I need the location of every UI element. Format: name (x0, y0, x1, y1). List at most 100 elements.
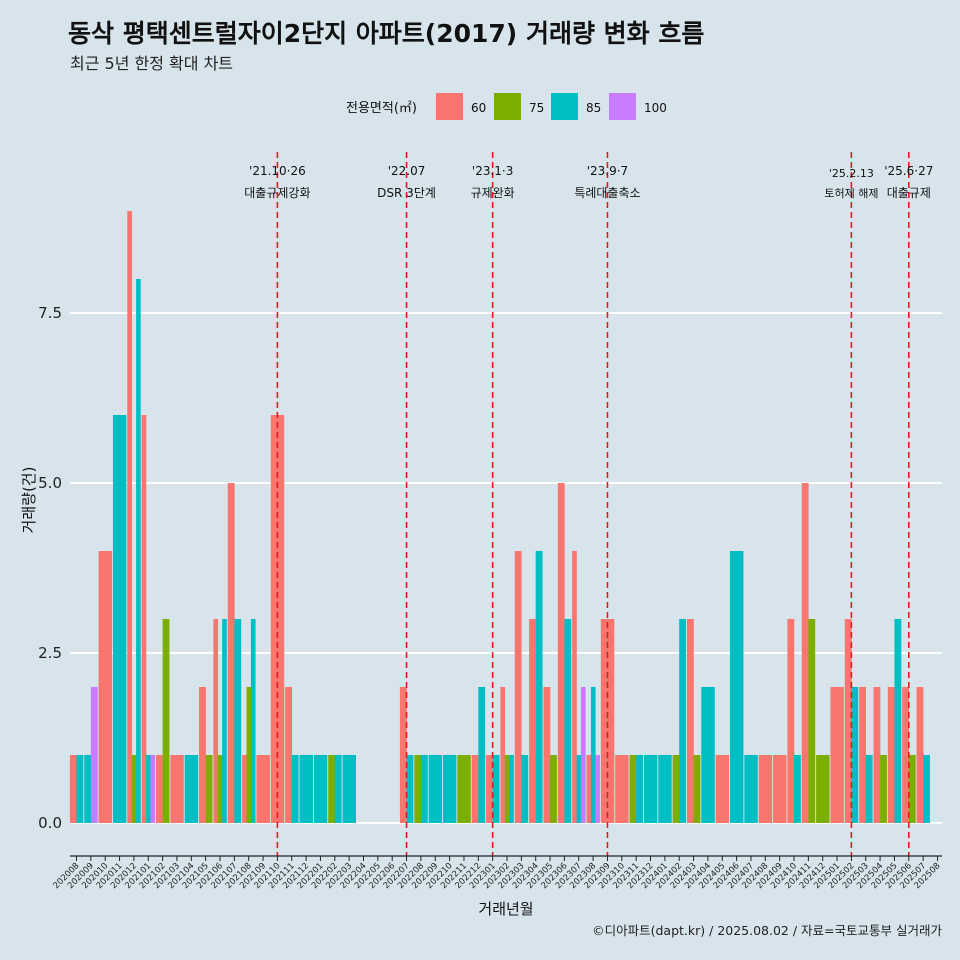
bar-202503-85 (865, 755, 873, 823)
legend: 전용면적(㎡) 60 75 85 100 (346, 93, 667, 120)
bar-202505-85 (894, 619, 902, 823)
y-tick-label: 7.5 (38, 304, 62, 322)
bar-202202-75 (328, 755, 336, 823)
bar-202405-60 (715, 755, 730, 823)
x-axis: 2020082020092020102020112020122021012021… (52, 855, 943, 891)
bar-202403-60 (686, 619, 694, 823)
bar-202507-85 (923, 755, 930, 823)
bar-202201-85 (313, 755, 328, 823)
annotation-label: 특례대출축소 (574, 186, 640, 200)
bar-202308-60 (586, 755, 592, 823)
y-tick-label: 0.0 (38, 814, 62, 832)
bar-202008-60 (69, 755, 77, 823)
bar-202301-85 (492, 755, 500, 823)
bar-202108-75 (246, 687, 252, 823)
bar-202402-85 (679, 619, 687, 823)
legend-label-60: 60 (471, 101, 486, 115)
bar-202110-60 (270, 415, 285, 823)
bar-202011-85 (112, 415, 127, 823)
y-tick-label: 2.5 (38, 644, 62, 662)
bar-202312-85 (643, 755, 658, 823)
chart-title: 동삭 평택센트럴자이2단지 아파트(2017) 거래량 변화 흐름 (68, 19, 704, 48)
bar-202302-75 (504, 755, 510, 823)
chart-subtitle: 최근 5년 한정 확대 차트 (70, 54, 233, 73)
bar-202407-85 (744, 755, 758, 823)
annotation-date: '23.1·3 (472, 164, 513, 178)
bar-202304-60 (529, 619, 536, 823)
legend-swatch-100 (609, 93, 636, 120)
bar-202504-75 (880, 755, 887, 823)
bar-202012-60 (127, 211, 132, 823)
y-tick-label: 5.0 (38, 474, 62, 492)
bar-202010-60 (98, 551, 113, 823)
bar-202102-75 (162, 619, 170, 823)
bar-202303-60 (514, 551, 522, 823)
bar-202212-85 (478, 687, 486, 823)
bar-202008-85 (76, 755, 84, 823)
bar-202111-60 (285, 687, 292, 823)
bar-202411-60 (801, 483, 809, 823)
bar-202411-75 (808, 619, 816, 823)
bar-202306-60 (557, 483, 565, 823)
y-axis-title: 거래량(건) (20, 467, 38, 534)
bar-202410-60 (787, 619, 795, 823)
bar-202305-60 (543, 687, 551, 823)
legend-label-100: 100 (644, 101, 667, 115)
bar-202106-60 (213, 619, 219, 823)
annotation-label: 토허제 해제 (824, 186, 878, 200)
bar-202108-85 (250, 619, 256, 823)
bar-202203-85 (342, 755, 356, 823)
bar-202410-85 (794, 755, 801, 823)
bar-202101-60 (141, 415, 147, 823)
bar-202401-85 (658, 755, 672, 823)
annotation-date: '22.07 (388, 164, 426, 178)
bar-202107-60 (227, 483, 235, 823)
annotation-date: '23.9·7 (587, 164, 628, 178)
bar-202207-60 (399, 687, 407, 823)
bar-202302-85 (509, 755, 514, 823)
bar-202503-60 (859, 687, 866, 823)
bar-202208-75 (414, 755, 422, 823)
annotation-label: 규제완화 (471, 186, 515, 200)
annotation-label: 대출규제 (887, 186, 931, 200)
annotations: '21.10·26 대출규제강화 '22.07 DSR 3단계 '23.1·3 규제완화 '… (244, 152, 933, 856)
bar-202012-75 (131, 755, 137, 823)
bar-202107-85 (234, 619, 242, 823)
bar-202211-75 (457, 755, 471, 823)
bar-202505-60 (887, 687, 895, 823)
bar-202108-60 (242, 755, 247, 823)
bar-202308-85 (590, 687, 596, 823)
legend-swatch-75 (494, 93, 521, 120)
bar-202404-85 (701, 687, 715, 823)
bar-202104-85 (184, 755, 199, 823)
annotation-label: 대출규제강화 (244, 186, 310, 200)
bar-202009-85 (84, 755, 92, 823)
bar-202403-75 (693, 755, 701, 823)
bar-202106-75 (217, 755, 223, 823)
legend-swatch-60 (436, 93, 463, 120)
annotation-date: '21.10·26 (249, 164, 306, 178)
bar-202105-75 (205, 755, 213, 823)
bar-202501-60 (830, 687, 844, 823)
legend-title: 전용면적(㎡) (346, 101, 417, 116)
bar-202406-85 (730, 551, 744, 823)
bar-202109-60 (256, 755, 270, 823)
bar-202207-85 (406, 755, 414, 823)
caption: ©디아파트(dapt.kr) / 2025.08.02 / 자료=국토교통부 실… (592, 923, 942, 938)
bar-202307-85 (576, 755, 582, 823)
annotation-date: '25.6·27 (884, 164, 933, 178)
bar-202111-85 (291, 755, 299, 823)
bar-202311-85 (636, 755, 643, 823)
bar-202506-75 (908, 755, 916, 823)
bar-202408-60 (758, 755, 773, 823)
bar-202304-85 (535, 551, 543, 823)
bar-202310-60 (615, 755, 629, 823)
bar-202412-75 (816, 755, 830, 823)
annotation-date: '25.2.13 (829, 167, 874, 180)
bar-202308-100 (595, 755, 600, 823)
bar-202507-60 (916, 687, 924, 823)
bar-202502-85 (851, 687, 859, 823)
bar-202101-100 (150, 755, 156, 823)
bar-202504-60 (873, 687, 881, 823)
